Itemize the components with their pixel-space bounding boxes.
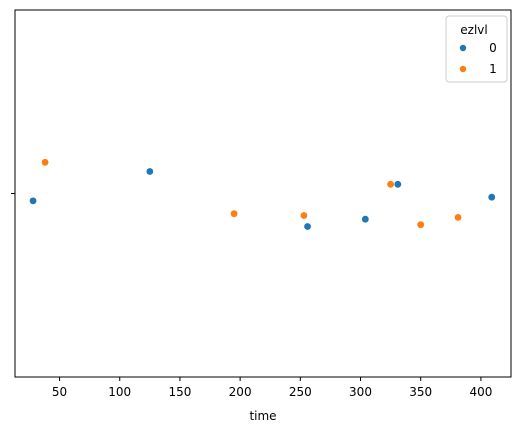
x-tick-label: 150 [168, 385, 191, 399]
x-tick-label: 250 [289, 385, 312, 399]
data-point-ezlvl-1 [300, 212, 308, 219]
data-point-ezlvl-0 [394, 180, 402, 188]
data-points [29, 158, 496, 230]
data-point-ezlvl-1 [454, 213, 462, 221]
x-tick-label: 200 [229, 385, 252, 399]
data-point-ezlvl-1 [41, 158, 49, 166]
x-tick-label: 300 [349, 385, 372, 399]
x-tick-label: 100 [108, 385, 131, 399]
x-tick-label: 400 [469, 385, 492, 399]
x-axis-label: time [249, 409, 276, 423]
data-point-ezlvl-1 [387, 180, 395, 188]
data-point-ezlvl-0 [146, 168, 154, 175]
data-point-ezlvl-0 [29, 197, 37, 205]
data-point-ezlvl-1 [230, 210, 238, 218]
legend-marker-0 [459, 44, 467, 52]
data-point-ezlvl-1 [417, 221, 425, 229]
legend: ezlvl 0 1 [445, 15, 508, 83]
data-point-ezlvl-0 [361, 215, 369, 223]
legend-frame [445, 15, 508, 83]
legend-label-1: 1 [489, 62, 497, 76]
data-point-ezlvl-0 [304, 223, 311, 230]
legend-marker-1 [459, 65, 467, 73]
legend-label-0: 0 [489, 41, 497, 55]
legend-title: ezlvl [460, 23, 487, 37]
x-axis-ticks: 50 100 150 200 250 300 350 400 [52, 377, 492, 399]
x-tick-label: 50 [52, 385, 67, 399]
plot-area-frame [14, 9, 512, 378]
data-point-ezlvl-0 [488, 193, 496, 201]
x-tick-label: 350 [409, 385, 432, 399]
